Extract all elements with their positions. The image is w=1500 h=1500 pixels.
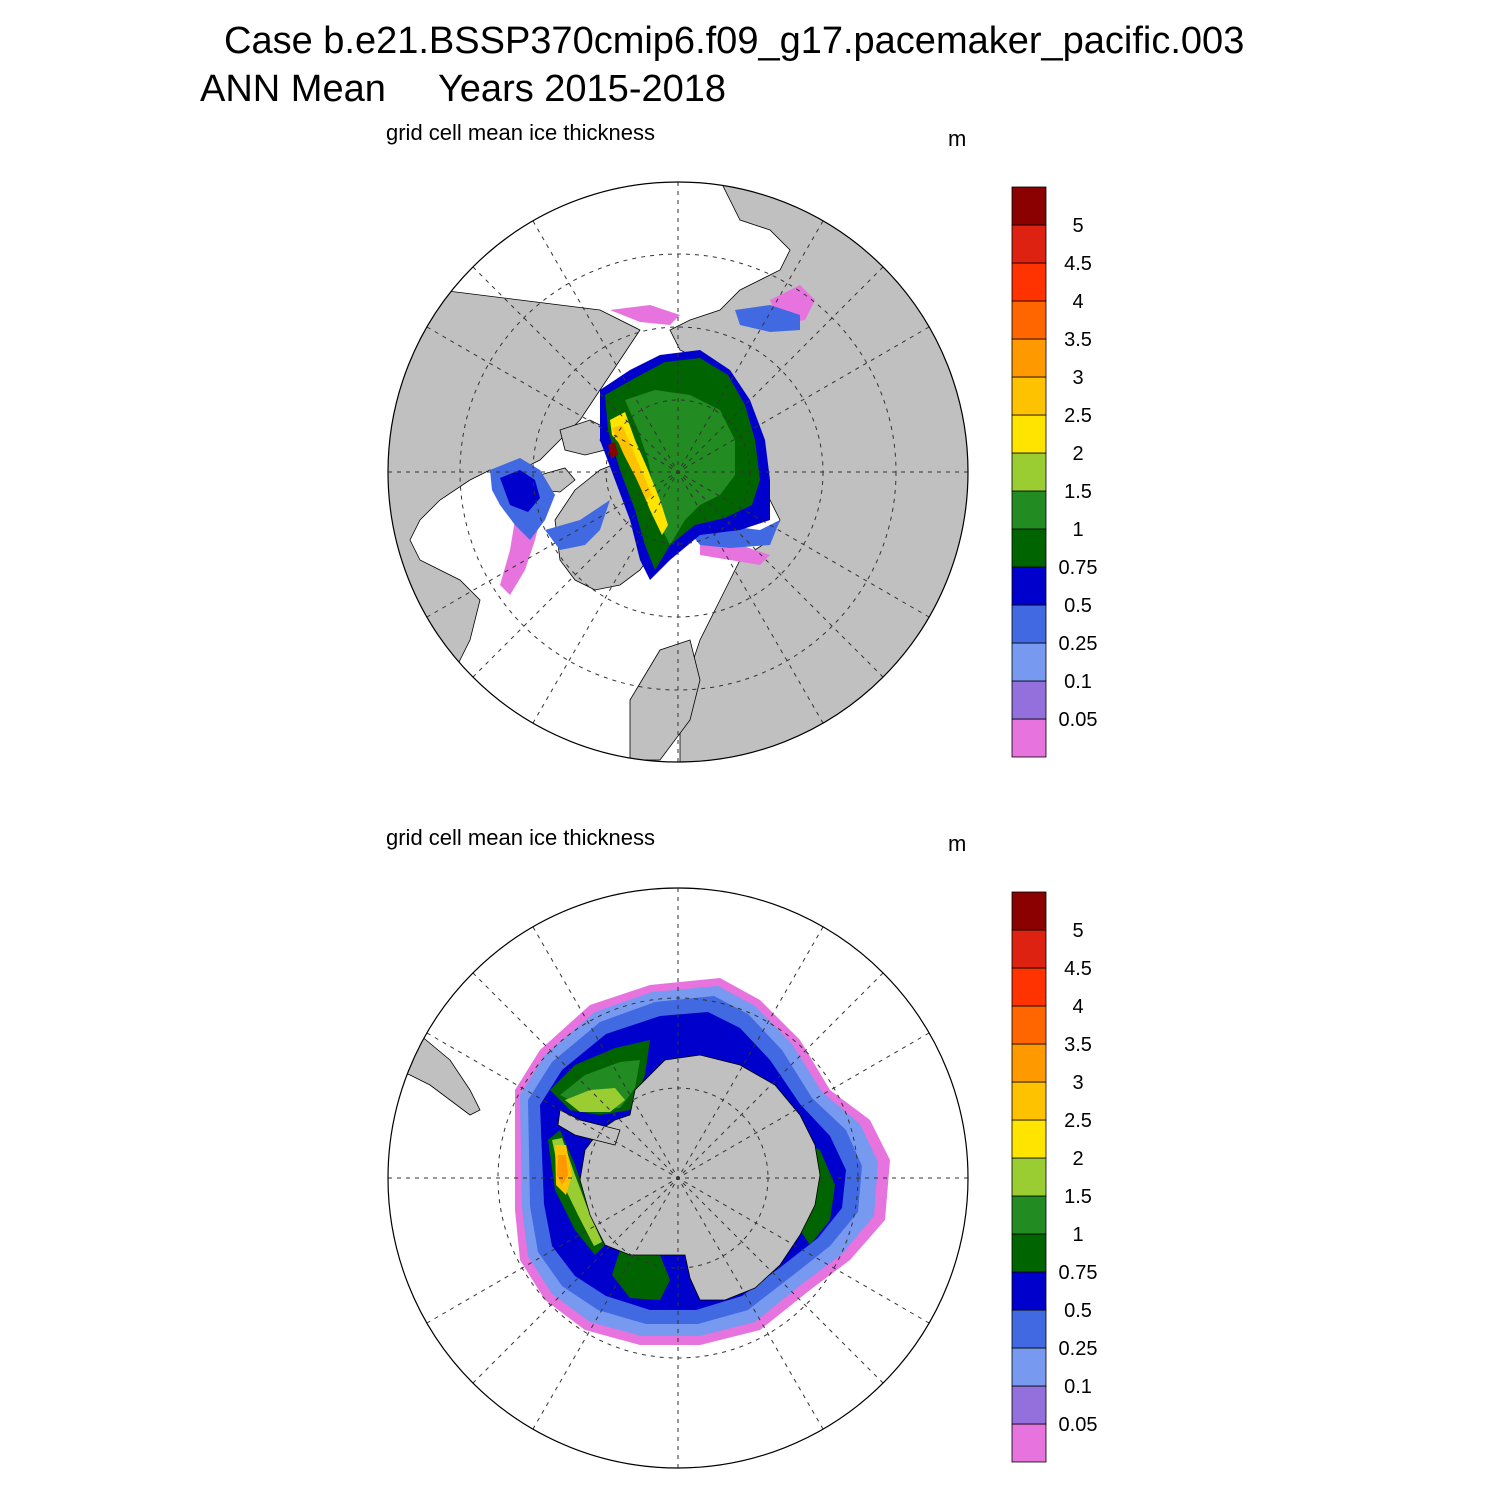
north-colorbar-box-7 — [1011, 452, 1047, 492]
north-colorbar-label: 0.25 — [1059, 633, 1098, 655]
north-colorbar-box-5 — [1011, 528, 1047, 568]
north-colorbar-box-14 — [1011, 186, 1047, 226]
south-colorbar-box-2 — [1011, 1347, 1047, 1387]
south-colorbar-label: 3.5 — [1064, 1034, 1092, 1056]
north-ice-0.05-bering — [610, 305, 680, 325]
south-colorbar-box-10 — [1011, 1043, 1047, 1083]
south-colorbar-label: 2 — [1072, 1148, 1083, 1170]
north-ice-1.0-central — [625, 390, 735, 545]
south-polar-map — [387, 887, 969, 1469]
south-colorbar-label: 3 — [1072, 1072, 1083, 1094]
north-colorbar-box-2 — [1011, 642, 1047, 682]
south-colorbar-box-12 — [1011, 967, 1047, 1007]
south-colorbar-box-1 — [1011, 1385, 1047, 1425]
north-colorbar-label: 0.75 — [1059, 557, 1098, 579]
north-colorbar-label: 0.5 — [1064, 595, 1092, 617]
south-colorbar-label: 0.05 — [1059, 1414, 1098, 1436]
south-colorbar-label: 4.5 — [1064, 958, 1092, 980]
north-graticule — [388, 182, 968, 762]
north-polar-map — [387, 181, 969, 763]
north-colorbar-label: 5 — [1072, 215, 1083, 237]
north-colorbar-label: 2 — [1072, 443, 1083, 465]
north-colorbar-box-13 — [1011, 224, 1047, 264]
south-colorbar-label: 1 — [1072, 1224, 1083, 1246]
north-colorbar-box-10 — [1011, 338, 1047, 378]
north-colorbar-label: 3.5 — [1064, 329, 1092, 351]
eurasia-land — [669, 182, 968, 762]
south-ice-1.5-weddell — [565, 1088, 625, 1112]
south-colorbar-box-0 — [1011, 1423, 1047, 1463]
north-variable-label: grid cell mean ice thickness — [386, 120, 656, 145]
antarctica-land — [579, 1054, 821, 1301]
south-colorbar-label: 0.1 — [1064, 1376, 1092, 1398]
north-colorbar-label: 0.1 — [1064, 671, 1092, 693]
south-variable-label: grid cell mean ice thickness — [386, 825, 656, 850]
north-colorbar-box-3 — [1011, 604, 1047, 644]
north-colorbar-label: 4.5 — [1064, 253, 1092, 275]
south-colorbar-box-11 — [1011, 1005, 1047, 1045]
south-colorbar-box-14 — [1011, 891, 1047, 931]
figure-title-case: Case b.e21.BSSP370cmip6.f09_g17.pacemake… — [224, 20, 1245, 62]
north-colorbar-box-4 — [1011, 566, 1047, 606]
south-colorbar-label: 1.5 — [1064, 1186, 1092, 1208]
north-ice-0.25-okhotsk — [735, 305, 800, 332]
north-colorbar-label: 1.5 — [1064, 481, 1092, 503]
north-colorbar-label: 2.5 — [1064, 405, 1092, 427]
south-colorbar-box-4 — [1011, 1271, 1047, 1311]
south-graticule — [388, 888, 968, 1468]
north-colorbar-label: 3 — [1072, 367, 1083, 389]
north-colorbar-box-11 — [1011, 300, 1047, 340]
south-colorbar-label: 2.5 — [1064, 1110, 1092, 1132]
south-colorbar-label: 0.25 — [1059, 1338, 1098, 1360]
north-colorbar-box-0 — [1011, 718, 1047, 758]
north-colorbar-box-12 — [1011, 262, 1047, 302]
north-colorbar-box-1 — [1011, 680, 1047, 720]
south-colorbar-label: 0.75 — [1059, 1262, 1098, 1284]
north-colorbar-box-6 — [1011, 490, 1047, 530]
south-colorbar: 0.05 0.1 0.25 0.5 0.75 1 1.5 2 2.5 3 3.5 4 4.5 5 — [1011, 891, 1098, 1463]
north-colorbar: 0.05 0.1 0.25 0.5 0.75 1 1.5 2 2.5 3 3.5 4 4.5 5 — [1011, 186, 1098, 758]
north-colorbar-box-9 — [1011, 376, 1047, 416]
north-ice-0.5-hudson — [500, 470, 540, 512]
figure-title-period: ANN Mean Years 2015-2018 — [200, 68, 727, 110]
north-colorbar-box-8 — [1011, 414, 1047, 454]
south-ice-0.75-east — [800, 1140, 835, 1245]
north-colorbar-label: 4 — [1072, 291, 1083, 313]
south-colorbar-box-8 — [1011, 1119, 1047, 1159]
north-ice-0.25-baffin — [545, 500, 610, 550]
south-colorbar-box-6 — [1011, 1195, 1047, 1235]
antarctic-peninsula-land — [557, 1109, 621, 1146]
north-units-label: m — [948, 126, 967, 151]
south-units-label: m — [948, 831, 967, 856]
south-colorbar-box-7 — [1011, 1157, 1047, 1197]
south-colorbar-label: 4 — [1072, 996, 1083, 1018]
south-colorbar-box-5 — [1011, 1233, 1047, 1273]
south-colorbar-box-9 — [1011, 1081, 1047, 1121]
south-colorbar-label: 0.5 — [1064, 1300, 1092, 1322]
south-colorbar-box-13 — [1011, 929, 1047, 969]
south-ice-0.75-ross — [612, 1250, 670, 1300]
south-colorbar-box-3 — [1011, 1309, 1047, 1349]
north-ice-2.5-greenland — [612, 425, 652, 500]
north-colorbar-label: 0.05 — [1059, 709, 1098, 731]
north-colorbar-label: 1 — [1072, 519, 1083, 541]
south-colorbar-label: 5 — [1072, 920, 1083, 942]
